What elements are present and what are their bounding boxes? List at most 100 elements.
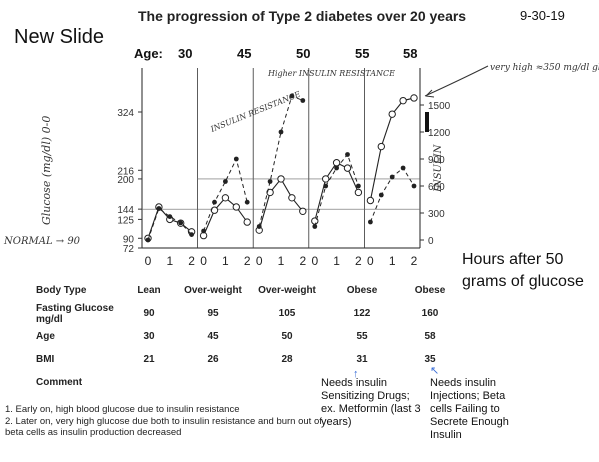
glucose-line-age-50 [258,177,304,231]
table-row: Age 30 45 50 55 58 [36,325,458,348]
table-cell: 90 [143,308,155,319]
glucose-point [410,94,418,102]
table-cell: 58 [424,331,436,342]
glucose-line-age-55 [314,162,359,222]
hour-tick-label: 0 [256,254,263,268]
glucose-point [221,194,230,202]
insulin-tick-label: 1200 [428,128,451,139]
table-cell: 122 [353,308,371,319]
normal-annotation: NORMAL → 90 [3,236,81,247]
table-header-cell: Obese [346,285,378,296]
hour-tick-label: 2 [188,254,195,268]
age-label-55: 55 [355,46,370,61]
glucose-point [343,164,352,172]
glucose-line-age-45 [203,197,248,236]
table-header-cell: Over-weight [258,285,316,296]
table-header-row: Body Type Lean Over-weight Over-weight O… [36,279,458,302]
glucose-tick-label: 90 [123,234,135,245]
age-label-58: 58 [403,46,418,61]
insulin-point [411,183,417,189]
very-high-annotation: very high ≈350 mg/dl glucose [490,63,599,73]
hour-tick-label: 2 [411,254,418,268]
glucose-point [377,142,385,151]
insulin-point [189,232,195,238]
very-high-arrow [424,65,489,97]
table-row-label: Comment [36,377,83,388]
table-cell: 21 [143,354,155,365]
comment-obese-55: Needs insulin Sensitizing Drugs; ex. Met… [321,377,421,428]
very-high-arrowhead [425,89,435,98]
hour-tick-label: 1 [166,254,173,268]
glucose-tick-label: 72 [123,244,135,255]
glucose-tick-label: 324 [117,108,134,119]
glucose-point [399,96,407,105]
glucose-tick-label: 216 [117,166,134,177]
table-cell: 26 [207,354,219,365]
hour-tick-label: 1 [389,254,396,268]
age-label-30: 30 [178,46,193,61]
chart-title: The progression of Type 2 diabetes over … [138,8,467,24]
hour-tick-label: 1 [333,254,340,268]
hour-tick-label: 1 [278,254,285,268]
glucose-axis-label: Glucose (mg/dl) 0-0 [40,116,53,225]
insulin-point [400,165,406,171]
glucose-point [354,188,363,197]
chart-frame [141,68,421,249]
table-row: Comment [36,371,458,394]
insulin-point [233,156,239,162]
insulin-point [267,179,273,184]
table-header-cell: Obese [414,285,446,296]
insulin-tick-label: 600 [428,182,445,193]
hour-tick-label: 2 [355,254,362,268]
insulin-point [368,219,373,225]
table-cell [174,371,252,394]
table-cell [252,371,322,394]
glucose-point [288,194,296,202]
age-axis-label: Age: [134,46,163,61]
table-cell: 30 [143,331,155,342]
table-cell [124,371,174,394]
insulin-point [345,152,350,157]
table-row: BMI 21 26 28 31 35 [36,348,458,371]
table-cell: 55 [356,331,368,342]
slide-title: New Slide [14,26,105,48]
insulin-point [256,224,262,229]
table-header-cell: Body Type [36,285,87,296]
glucose-tick-label: 144 [117,205,134,216]
table-cell: 95 [207,308,219,319]
insulin-line-age-50 [258,95,303,227]
insulin-point [244,199,250,205]
insulin-point [178,220,184,226]
comment-arrow-58: ↖ [430,365,440,377]
insulin-point [156,206,162,211]
age-label-50: 50 [296,46,311,61]
table-row-label: BMI [36,354,55,365]
higher-resistance-annotation: Higher INSULIN RESISTANCE [267,69,395,78]
table-cell: 28 [281,354,293,365]
glucose-point [366,196,375,205]
insulin-tick-label: 900 [428,155,445,166]
table-row-label: Age [36,331,55,342]
table-header-cell: Lean [137,285,161,296]
comment-arrow-55: ↑ [353,368,359,380]
footnote-1: 1. Early on, high blood glucose due to i… [5,404,240,415]
table-cell: 31 [356,354,368,365]
insulin-resistance-annotation: INSULIN RESISTANCE [208,89,301,134]
glucose-point [243,218,251,226]
glucose-point [277,175,285,183]
table-row-label: Fasting Glucose mg/dl [36,302,114,325]
insulin-point [223,179,228,184]
insulin-line-age-30 [147,207,192,241]
insulin-point [378,192,384,198]
insulin-line-age-45 [203,157,248,232]
insulin-tick-label: 300 [428,209,445,220]
chart-series [144,93,418,243]
insulin-point [300,98,306,103]
table-cell: 50 [281,331,293,342]
footnote-2: 2. Later on, very high glucose due both … [5,415,322,439]
insulin-tick-label: 0 [428,236,434,247]
insulin-point [278,129,284,135]
insulin-point [312,224,318,229]
glucose-point [388,110,396,118]
